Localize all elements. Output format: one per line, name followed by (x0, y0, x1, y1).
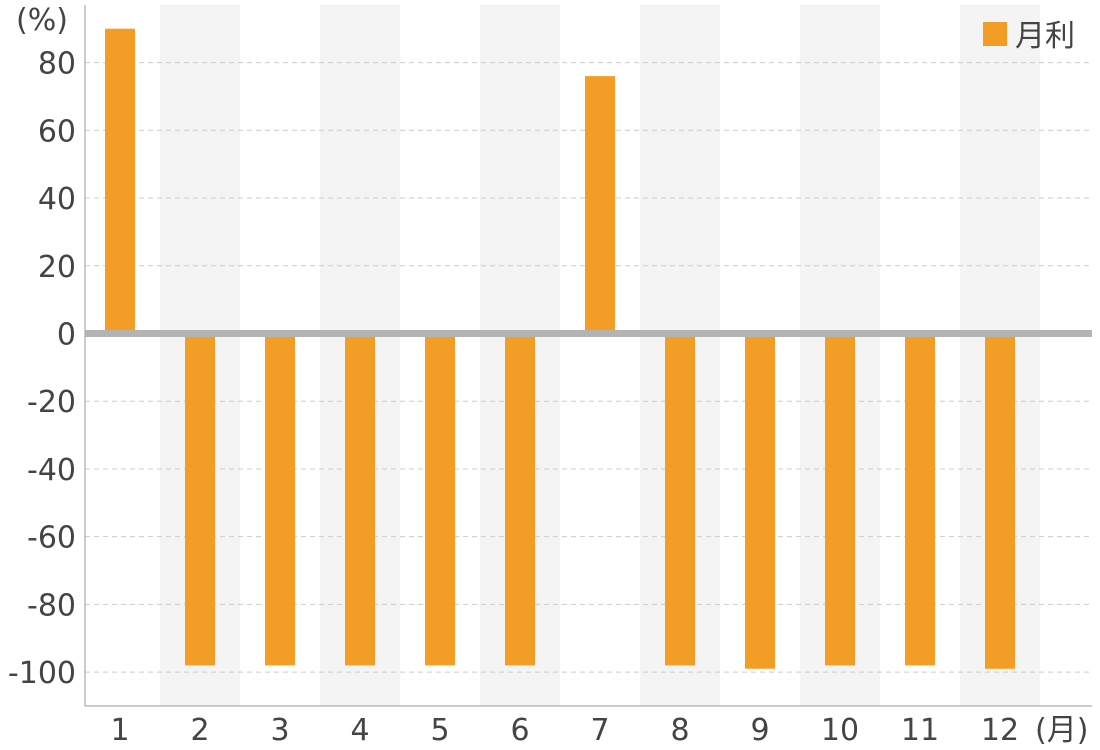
bar-2 (185, 333, 215, 666)
legend-label: 月利 (1015, 19, 1075, 54)
bar-series (105, 28, 1015, 669)
y-tick-label: 60 (38, 114, 76, 149)
x-tick-label: 7 (590, 713, 609, 748)
y-tick-label: -20 (27, 385, 76, 420)
x-unit-label: (月) (1035, 713, 1088, 748)
x-tick-label: 11 (901, 713, 939, 748)
x-tick-label: 4 (350, 713, 369, 748)
bar-9 (745, 333, 775, 669)
legend: 月利 (983, 19, 1075, 54)
x-tick-label: 6 (510, 713, 529, 748)
y-tick-label: -80 (27, 588, 76, 623)
y-tick-label: 0 (57, 317, 76, 352)
x-tick-label: 8 (670, 713, 689, 748)
bar-8 (665, 333, 695, 666)
y-tick-label: 40 (38, 182, 76, 217)
bar-3 (265, 333, 295, 666)
y-tick-label: 80 (38, 47, 76, 82)
y-tick-label: -100 (8, 656, 76, 691)
x-tick-label: 1 (110, 713, 129, 748)
x-tick-label: 3 (270, 713, 289, 748)
bar-11 (905, 333, 935, 666)
y-tick-label: -60 (27, 521, 76, 556)
x-tick-label: 10 (821, 713, 859, 748)
x-tick-label: 5 (430, 713, 449, 748)
y-unit-label: (%) (16, 3, 68, 38)
bar-10 (825, 333, 855, 666)
x-tick-label: 12 (981, 713, 1019, 748)
bar-6 (505, 333, 535, 666)
bar-7 (585, 76, 615, 334)
x-tick-label: 9 (750, 713, 769, 748)
x-tick-label: 2 (190, 713, 209, 748)
legend-swatch (983, 22, 1007, 46)
bar-5 (425, 333, 455, 666)
bar-12 (985, 333, 1015, 669)
bar-4 (345, 333, 375, 666)
y-tick-label: 20 (38, 250, 76, 285)
y-tick-labels: -100 -80 -60 -40 -20 0 20 40 60 80 (8, 47, 76, 692)
x-tick-labels: 1 2 3 4 5 6 7 8 9 10 11 12 (110, 713, 1019, 748)
y-tick-label: -40 (27, 453, 76, 488)
bar-1 (105, 28, 135, 334)
